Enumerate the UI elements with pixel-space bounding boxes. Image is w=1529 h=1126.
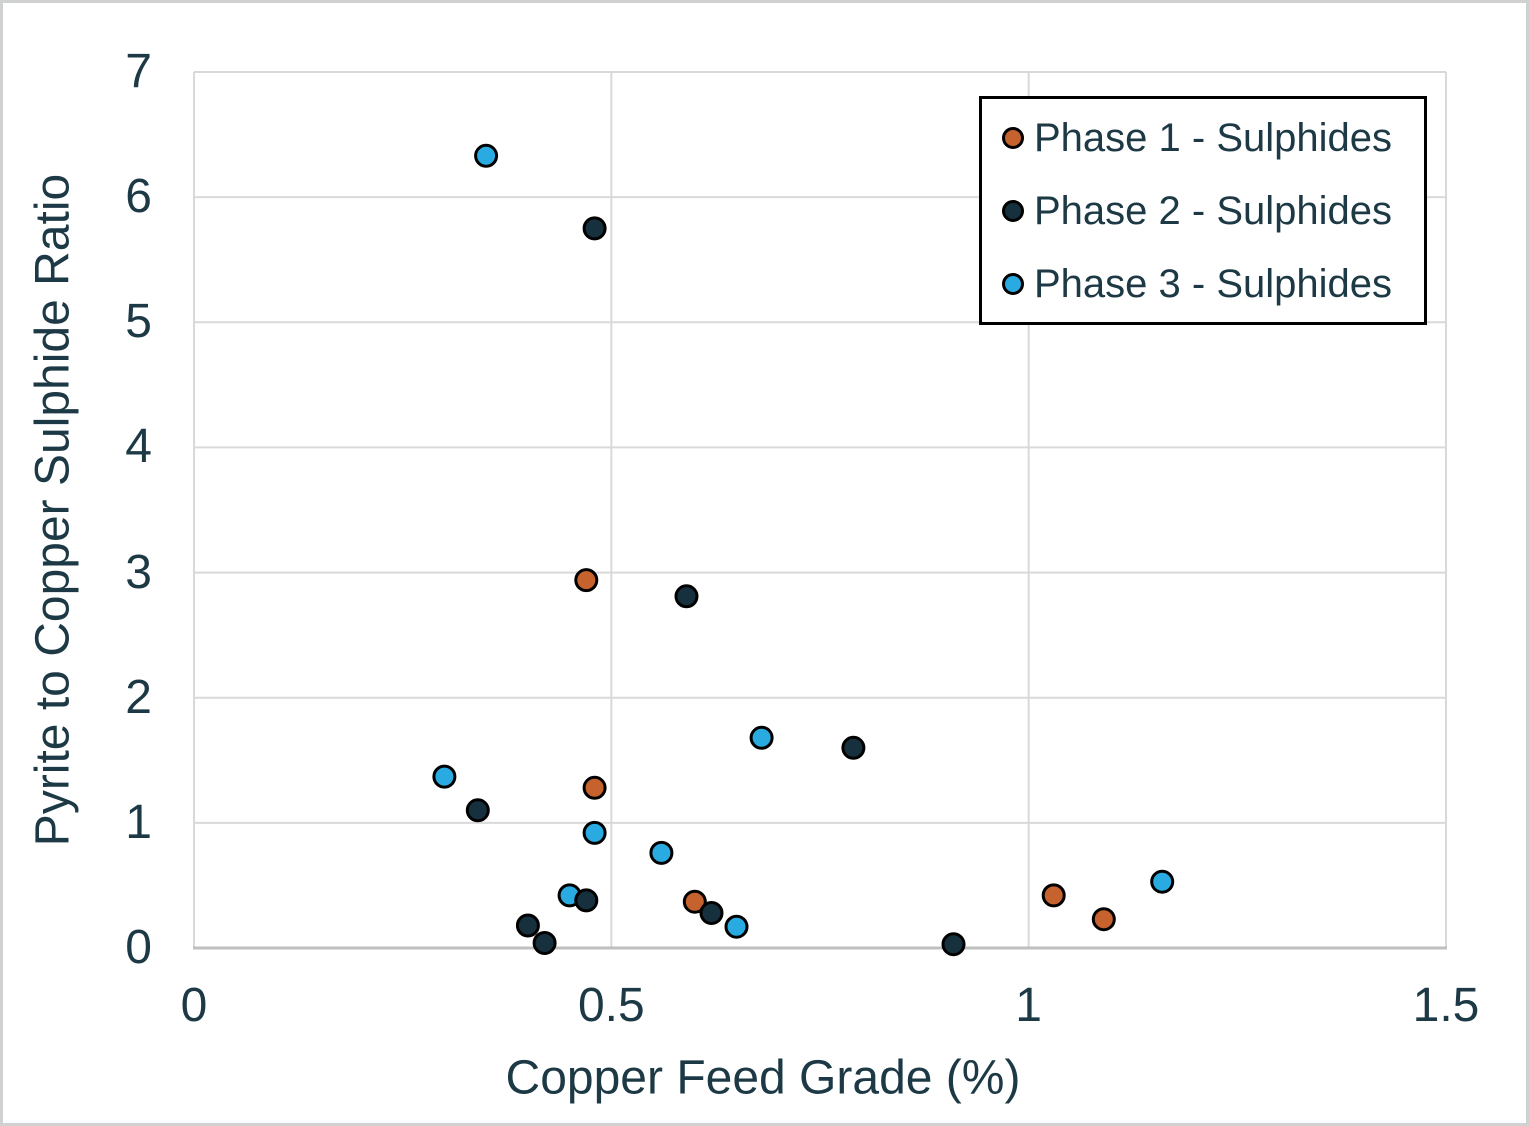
x-axis-title: Copper Feed Grade (%) [505,1051,1021,1105]
data-point [515,913,540,938]
legend-entry: Phase 3 - Sulphides [982,260,1424,308]
data-point [649,840,674,865]
y-tick-label: 4 [125,420,152,474]
data-point [465,798,490,823]
y-tick-label: 3 [125,545,152,599]
data-point [582,775,607,800]
y-axis-title: Pyrite to Copper Sulphide Ratio [26,173,80,847]
data-point [1150,869,1175,894]
data-point [682,889,707,914]
y-tick-label: 1 [125,795,152,849]
legend-marker-icon [1002,273,1024,295]
y-tick-label: 7 [125,45,152,98]
data-point [432,764,457,789]
data-point [674,584,699,609]
data-point [582,820,607,845]
legend-entry: Phase 1 - Sulphides [982,114,1424,162]
data-point [532,931,557,955]
data-point [841,735,866,760]
data-point [941,932,966,957]
data-point [582,216,607,241]
data-point [724,914,749,939]
data-point [1041,883,1066,908]
x-tick-label: 0.5 [577,979,645,1032]
y-tick-label: 2 [125,670,152,724]
y-tick-label: 6 [125,170,152,224]
data-point [574,888,599,913]
y-tick-label: 5 [125,295,152,349]
data-point [699,901,724,925]
data-point [749,725,774,750]
data-point [574,568,599,593]
x-tick-label: 1.5 [1412,979,1480,1032]
legend-label: Phase 3 - Sulphides [1034,262,1393,306]
legend: Phase 1 - Sulphides Phase 2 - Sulphides Ph… [979,96,1427,325]
y-tick-label: 0 [125,921,152,974]
legend-entry: Phase 2 - Sulphides [982,187,1424,235]
legend-label: Phase 1 - Sulphides [1034,116,1393,160]
legend-marker-icon [1002,200,1024,222]
legend-label: Phase 2 - Sulphides [1034,189,1393,233]
data-point [474,143,499,168]
legend-marker-icon [1002,127,1024,149]
x-tick-label: 1 [1015,979,1042,1032]
data-point [1091,907,1116,932]
x-tick-label: 0 [180,979,208,1032]
